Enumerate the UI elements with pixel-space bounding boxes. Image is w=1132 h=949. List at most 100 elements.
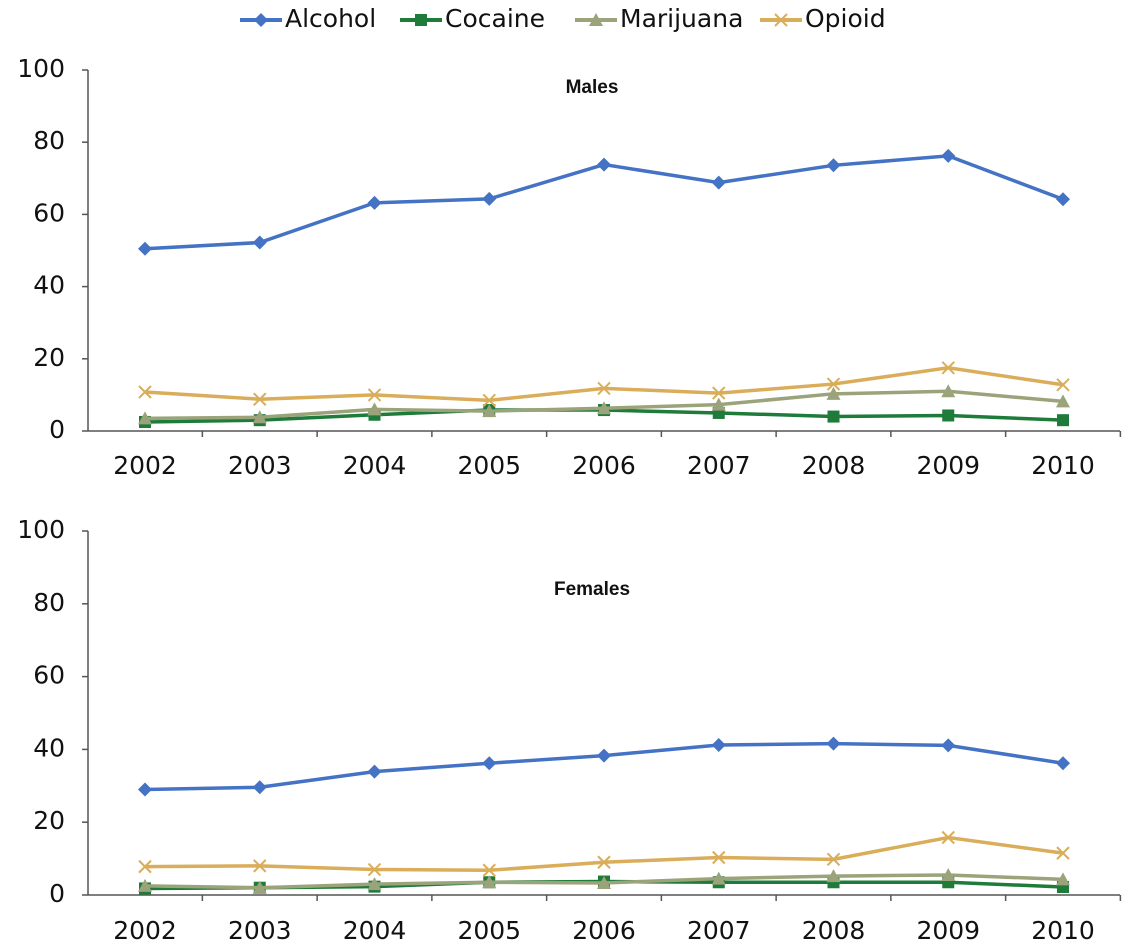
point: [482, 863, 496, 877]
legend-label: Cocaine: [445, 4, 545, 33]
point: [712, 850, 726, 865]
point: [252, 880, 267, 894]
legend-label: Opioid: [805, 4, 886, 33]
point: [597, 381, 611, 396]
point: [942, 409, 955, 422]
y-tick-label: 20: [33, 806, 65, 835]
point: [367, 862, 382, 877]
y-tick-label: 80: [33, 126, 65, 155]
point: [826, 386, 841, 400]
y-tick-label: 60: [33, 198, 65, 227]
point: [138, 411, 152, 425]
point: [711, 871, 726, 885]
chart-title: Males: [566, 77, 619, 98]
x-tick-label: 2009: [916, 916, 980, 945]
y-tick-label: 60: [33, 661, 65, 690]
x-tick-label: 2005: [457, 916, 521, 945]
point: [1056, 192, 1070, 207]
point: [138, 385, 152, 399]
point: [597, 855, 611, 869]
point: [941, 738, 956, 753]
y-tick-label: 100: [17, 54, 65, 83]
point: [367, 388, 382, 402]
point: [367, 764, 382, 779]
y-tick-label: 40: [33, 271, 65, 300]
point: [138, 782, 152, 797]
chart-title: Females: [554, 579, 630, 600]
x-tick-label: 2002: [113, 451, 177, 480]
point: [711, 738, 726, 753]
point: [482, 393, 496, 408]
x-tick-label: 2006: [572, 916, 636, 945]
x-tick-label: 2004: [343, 451, 407, 480]
legend-marker: [774, 13, 788, 27]
point: [711, 397, 726, 411]
x-tick-label: 2007: [687, 916, 751, 945]
point: [941, 867, 956, 881]
point: [826, 852, 841, 867]
point: [1057, 414, 1069, 427]
x-tick-label: 2008: [802, 916, 866, 945]
point: [367, 877, 382, 891]
point: [482, 191, 497, 206]
point: [597, 748, 611, 763]
y-tick-label: 80: [33, 588, 65, 617]
point: [712, 386, 726, 400]
x-tick-label: 2003: [228, 451, 292, 480]
point: [1056, 378, 1070, 392]
point: [253, 859, 267, 873]
x-tick-label: 2007: [687, 451, 751, 480]
point: [597, 875, 611, 889]
point: [941, 384, 956, 398]
point: [941, 830, 955, 845]
y-tick-label: 20: [33, 343, 65, 372]
point: [252, 780, 267, 795]
point: [253, 392, 267, 406]
point: [482, 756, 497, 771]
legend-marker: [415, 14, 427, 26]
legend-label: Alcohol: [285, 4, 376, 33]
point: [252, 410, 267, 424]
point: [482, 404, 497, 418]
point: [138, 241, 152, 256]
point: [941, 148, 956, 163]
point: [826, 736, 841, 751]
point: [252, 235, 267, 250]
legend-marker: [254, 13, 268, 27]
point: [1056, 872, 1070, 886]
point: [826, 377, 841, 391]
point: [1056, 756, 1070, 771]
y-tick-label: 40: [33, 733, 65, 762]
x-tick-label: 2010: [1031, 451, 1095, 480]
series-line: [144, 366, 1064, 403]
legend-label: Marijuana: [620, 4, 743, 33]
point: [826, 869, 841, 883]
x-tick-label: 2009: [916, 451, 980, 480]
x-tick-label: 2004: [343, 916, 407, 945]
point: [138, 859, 152, 874]
point: [1056, 394, 1070, 408]
point: [367, 195, 382, 210]
point: [482, 875, 497, 889]
y-tick-label: 0: [49, 879, 65, 908]
point: [138, 878, 152, 892]
point: [711, 175, 726, 190]
x-tick-label: 2005: [457, 451, 521, 480]
point: [597, 157, 611, 172]
series-line: [144, 835, 1064, 872]
point: [367, 402, 382, 416]
y-tick-label: 0: [49, 415, 65, 444]
x-tick-label: 2002: [113, 916, 177, 945]
point: [1056, 846, 1070, 860]
point: [826, 158, 841, 173]
point: [941, 361, 955, 375]
point: [827, 410, 840, 423]
x-tick-label: 2010: [1031, 916, 1095, 945]
x-tick-label: 2003: [228, 916, 292, 945]
x-tick-label: 2008: [802, 451, 866, 480]
legend-marker: [589, 13, 603, 26]
point: [597, 401, 611, 415]
x-tick-label: 2006: [572, 451, 636, 480]
y-tick-label: 100: [17, 515, 65, 544]
